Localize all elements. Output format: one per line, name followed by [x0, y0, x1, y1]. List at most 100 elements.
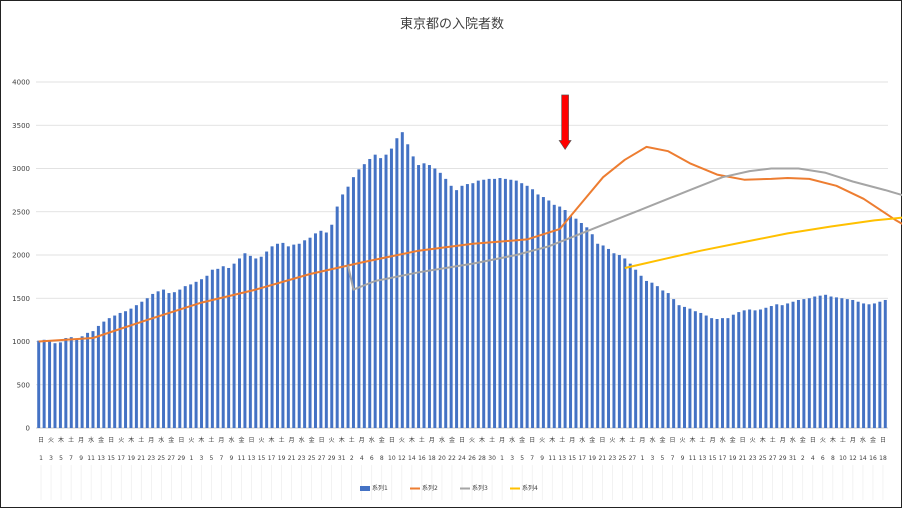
x-tick-label: 10 [839, 455, 847, 462]
x-tick-weekday: 土 [419, 436, 425, 444]
x-tick-label: 18 [428, 455, 436, 462]
bar [205, 275, 209, 428]
bar [596, 243, 600, 428]
x-tick-label: 3 [49, 455, 53, 462]
x-tick-weekday: 木 [198, 436, 204, 444]
x-tick-weekday: 月 [499, 437, 505, 444]
bar [172, 292, 176, 428]
bar [156, 291, 160, 428]
x-tick-label: 4 [811, 455, 815, 462]
x-tick-weekday: 水 [860, 436, 866, 444]
bar [281, 242, 285, 428]
x-tick-weekday: 金 [449, 436, 455, 444]
x-tick-weekday: 火 [539, 437, 545, 444]
x-tick-weekday: 金 [730, 436, 736, 444]
bar [221, 266, 225, 428]
bar [699, 312, 703, 428]
x-tick-weekday: 火 [48, 437, 54, 444]
x-tick-weekday: 水 [299, 436, 305, 444]
bar [764, 307, 768, 428]
x-tick-weekday: 日 [810, 437, 816, 444]
bar [569, 216, 573, 428]
bar [634, 269, 638, 428]
bar [552, 204, 556, 428]
x-tick-weekday: 日 [38, 437, 44, 444]
x-tick-label: 6 [370, 455, 374, 462]
bar [86, 332, 90, 428]
bar [471, 183, 475, 428]
x-tick-weekday: 土 [629, 436, 635, 444]
x-tick-weekday: 火 [399, 437, 405, 444]
x-tick-label: 22 [448, 455, 456, 462]
bar [813, 296, 817, 428]
bar [531, 189, 535, 428]
x-tick-weekday: 土 [279, 436, 285, 444]
bar [259, 256, 263, 428]
bar [775, 304, 779, 428]
x-tick-weekday: 月 [569, 437, 575, 444]
legend-label: 系列2 [422, 484, 438, 492]
bar [91, 331, 95, 428]
x-tick-label: 10 [388, 455, 396, 462]
x-tick-weekday: 土 [68, 436, 74, 444]
bar [449, 185, 453, 428]
bar [802, 299, 806, 428]
bar [232, 263, 236, 428]
bar [623, 258, 627, 428]
bar [379, 158, 383, 428]
bar [726, 318, 730, 428]
bar [607, 248, 611, 428]
x-tick-label: 31 [338, 455, 346, 462]
bar [883, 299, 887, 428]
x-tick-label: 7 [220, 455, 224, 462]
bar [758, 309, 762, 428]
x-tick-label: 26 [468, 455, 476, 462]
bar [796, 299, 800, 428]
bar [824, 294, 828, 428]
x-tick-label: 9 [540, 455, 544, 462]
x-tick-label: 19 [729, 455, 737, 462]
bar [645, 280, 649, 428]
bar [704, 315, 708, 428]
x-tick-weekday: 木 [339, 436, 345, 444]
bar [37, 340, 41, 428]
bar [590, 234, 594, 428]
x-tick-label: 13 [699, 455, 707, 462]
x-tick-label: 17 [268, 455, 276, 462]
x-tick-weekday: 月 [639, 437, 645, 444]
x-tick-weekday: 土 [208, 436, 214, 444]
x-tick-label: 9 [230, 455, 234, 462]
bar [297, 243, 301, 428]
x-tick-label: 1 [500, 455, 504, 462]
bar [324, 232, 328, 428]
x-tick-weekday: 水 [88, 436, 94, 444]
bar [683, 306, 686, 428]
bar [427, 165, 431, 429]
annotation-arrows [558, 94, 572, 151]
x-tick-label: 14 [859, 455, 867, 462]
bar [216, 268, 220, 428]
bar [200, 279, 204, 428]
x-tick-label: 3 [510, 455, 514, 462]
x-tick-label: 12 [849, 455, 857, 462]
x-tick-weekday: 月 [148, 437, 154, 444]
y-tick-label: 0 [26, 425, 30, 433]
x-tick-label: 5 [661, 455, 665, 462]
x-tick-label: 19 [588, 455, 596, 462]
x-tick-weekday: 水 [579, 436, 585, 444]
bar [677, 305, 681, 428]
bar [563, 210, 567, 428]
x-tick-weekday: 月 [289, 437, 295, 444]
bar [829, 296, 833, 428]
series-line [624, 216, 902, 269]
x-tick-weekday: 日 [319, 437, 325, 444]
bar [851, 299, 855, 428]
bar [769, 306, 773, 428]
bar [753, 310, 757, 428]
bar [406, 144, 410, 428]
bar [368, 158, 372, 429]
x-tick-weekday: 水 [509, 436, 515, 444]
bar [465, 184, 469, 428]
bar [661, 290, 665, 428]
bar [742, 310, 746, 428]
